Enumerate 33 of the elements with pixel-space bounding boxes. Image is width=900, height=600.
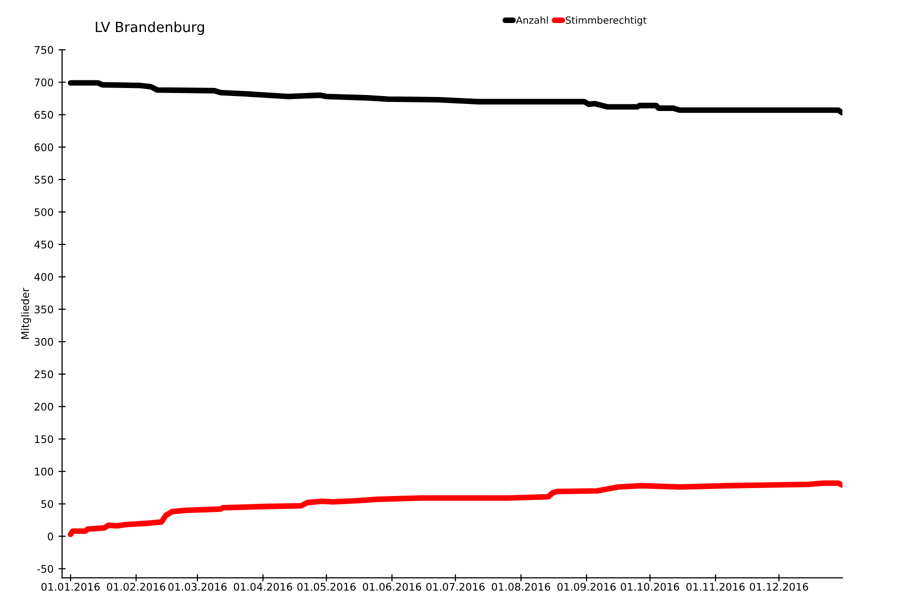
y-tick-label: 0 [48,532,54,540]
chart-title: LV Brandenburg [96,21,204,35]
x-tick-label: 01.08.2016 [492,582,550,591]
legend-label: Anzahl [516,16,548,24]
y-tick-label: -50 [37,564,54,573]
y-tick-label: 400 [34,273,54,281]
x-tick-label: 01.10.2016 [620,582,680,591]
x-tick-label: 01.02.2016 [106,582,166,591]
x-tick-label: 01.01.2016 [41,582,100,591]
x-tick-label: 01.04.2016 [234,582,292,591]
x-tick-label: 01.06.2016 [362,582,422,591]
y-tick-label: 750 [34,46,54,54]
y-axis-title: Mitglieder [21,288,32,339]
y-tick-label: 450 [34,240,54,248]
y-tick-label: 500 [34,208,54,216]
y-tick-label: 550 [34,176,54,184]
x-tick-label: 01.05.2016 [297,582,356,591]
x-tick-label: 01.11.2016 [686,582,745,591]
x-tick-label: 01.12.2016 [750,582,808,591]
x-tick-label: 01.09.2016 [557,582,616,591]
y-tick-label: 600 [34,143,54,152]
y-tick-label: 50 [41,500,54,508]
y-tick-label: 150 [35,435,54,444]
legend-label: Stimmberechtigt [566,16,647,26]
x-tick-label: 01.03.2016 [168,582,227,591]
y-tick-label: 250 [34,370,54,378]
y-tick-label: 350 [34,305,54,314]
y-tick-label: 650 [34,110,54,119]
y-tick-label: 700 [34,78,54,86]
y-tick-label: 200 [34,402,54,411]
y-tick-label: 100 [35,468,54,476]
y-tick-label: 300 [34,338,54,346]
x-tick-label: 01.07.2016 [426,582,485,591]
